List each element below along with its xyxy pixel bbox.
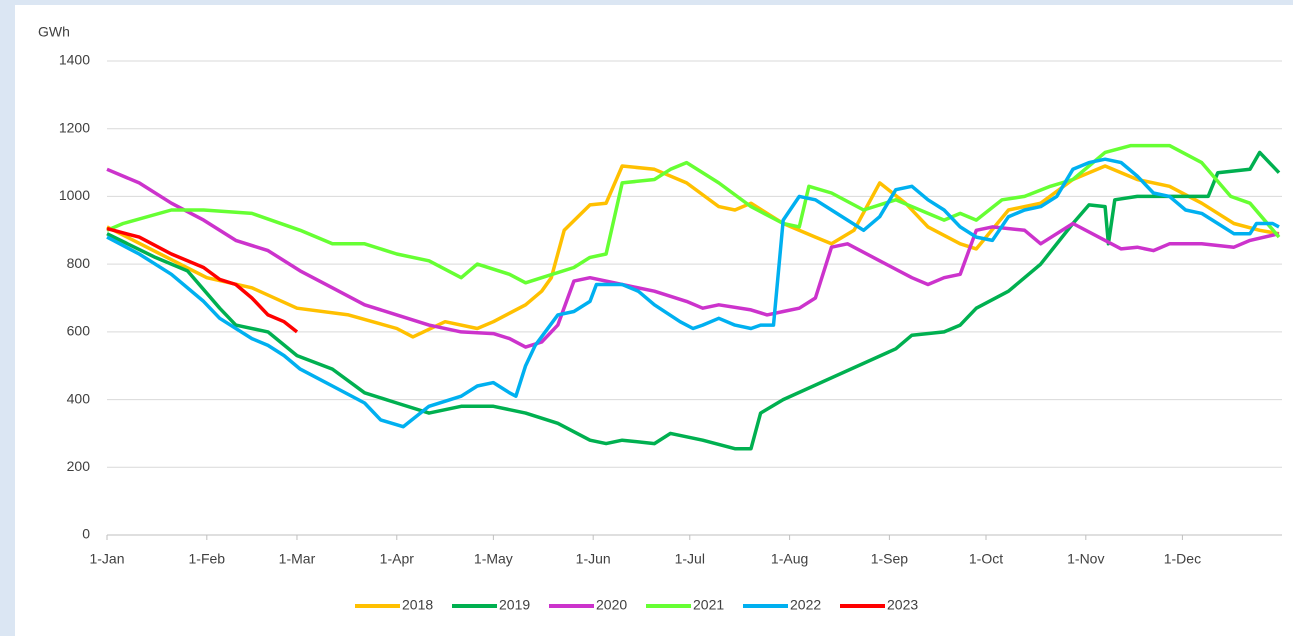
legend-label: 2019 bbox=[499, 597, 530, 613]
legend-label: 2018 bbox=[402, 597, 433, 613]
x-tick-label: 1-Aug bbox=[771, 551, 808, 567]
x-tick-label: 1-Mar bbox=[279, 551, 316, 567]
legend-label: 2021 bbox=[693, 597, 724, 613]
series-line bbox=[106, 150, 1281, 451]
y-tick-label: 1200 bbox=[59, 119, 90, 135]
y-tick-label: 1000 bbox=[59, 187, 90, 203]
series-line bbox=[106, 226, 299, 334]
x-tick-label: 1-Jul bbox=[675, 551, 705, 567]
legend-label: 2023 bbox=[887, 597, 918, 613]
x-tick-label: 1-Nov bbox=[1067, 551, 1104, 567]
legend-label: 2020 bbox=[596, 597, 627, 613]
x-tick-label: 1-Oct bbox=[969, 551, 1003, 567]
x-tick-label: 1-Feb bbox=[189, 551, 226, 567]
legend-label: 2022 bbox=[790, 597, 821, 613]
x-tick-label: 1-Dec bbox=[1164, 551, 1201, 567]
y-tick-label: 0 bbox=[82, 526, 90, 542]
x-tick-label: 1-Jun bbox=[576, 551, 611, 567]
series-line bbox=[106, 143, 1281, 285]
x-tick-label: 1-Sep bbox=[871, 551, 909, 567]
plot-panel bbox=[15, 5, 1293, 636]
y-tick-label: 200 bbox=[67, 458, 91, 474]
y-tick-label: 1400 bbox=[59, 52, 90, 68]
y-tick-label: 400 bbox=[67, 390, 91, 406]
y-tick-label: 600 bbox=[67, 323, 91, 339]
x-tick-label: 1-Apr bbox=[380, 551, 415, 567]
x-tick-label: 1-Jan bbox=[89, 551, 124, 567]
x-tick-label: 1-May bbox=[474, 551, 513, 567]
series-line bbox=[106, 167, 1280, 349]
y-axis-label: GWh bbox=[38, 24, 70, 40]
series-line bbox=[106, 157, 1280, 429]
y-tick-label: 800 bbox=[67, 255, 91, 271]
